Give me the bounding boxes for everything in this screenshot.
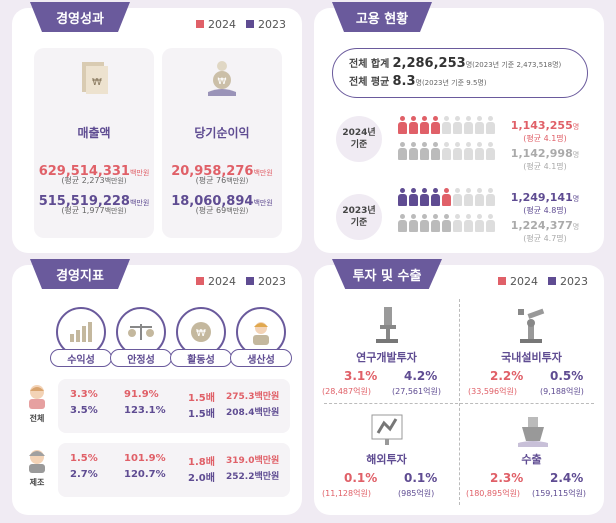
ship-icon: [516, 415, 550, 451]
document-icon: ₩: [76, 60, 112, 96]
mfg-2023-profit: 2.7%: [70, 469, 98, 480]
rnd-2024: 3.1%: [344, 369, 378, 383]
indicators-legend: 2024 2023: [196, 275, 286, 288]
net-2024-avg: (평균 76백만원): [195, 176, 249, 185]
people-2023-b: [398, 214, 497, 236]
emp-2024-a: 1,143,255명 (평균 4.1명): [510, 119, 580, 143]
row-all-label: 전체: [29, 414, 45, 423]
sales-2024-avg: (평균 2,273백만원): [61, 176, 127, 185]
avg-row: 전체 평균 8.3명(2023년 기준 9.5명): [349, 74, 487, 89]
robot-arm-icon: [514, 305, 548, 347]
sales-card: ₩ 매출액 629,514,331백만원 (평균 2,273백만원) 515,5…: [34, 48, 154, 238]
sales-2023-avg: (평균 1,977백만원): [61, 206, 127, 215]
domestic-2024-amount: (33,596억원): [468, 387, 517, 396]
emp-2023-b: 1,224,377명 (평균 4.7명): [510, 219, 580, 243]
overseas-label: 해외투자: [366, 453, 407, 466]
sales-label: 매출액: [77, 126, 111, 140]
net-2024: 20,958,276백만원: [171, 164, 273, 179]
emp-2024-b: 1,142,998명 (평균 4.1명): [510, 147, 580, 171]
col-profitability: 수익성: [50, 349, 112, 367]
mfg-2023-stability: 120.7%: [124, 469, 166, 480]
overseas-2024: 0.1%: [344, 471, 378, 485]
export-label: 수출: [521, 453, 542, 466]
overseas-2023: 0.1%: [404, 471, 438, 485]
col-productivity: 생산성: [230, 349, 292, 367]
rnd-2023-amount: (27,561억원): [392, 387, 441, 396]
svg-text:₩: ₩: [196, 328, 206, 339]
all-2023-activity: 1.5배: [188, 409, 215, 420]
domestic-2023: 0.5%: [550, 369, 584, 383]
row-mfg-label: 제조: [29, 478, 45, 487]
indicators-panel: 경영지표 2024 2023 ₩ 수익성 안정성 활동성 생산성 전체 3.3%…: [12, 259, 302, 515]
indicators-title: 경영지표: [30, 259, 130, 289]
sales-2024: 629,514,331백만원: [38, 164, 150, 179]
performance-panel: 경영성과 2024 2023 ₩ 매출액 629,514,331백만원 (평균 …: [12, 2, 302, 253]
year-2023-badge: 2023년 기준: [336, 194, 382, 240]
activity-coin-icon: ₩: [176, 307, 226, 357]
rnd-label: 연구개발투자: [356, 351, 417, 364]
stability-scale-icon: [116, 307, 166, 357]
mfg-2023-activity: 2.0배: [188, 473, 215, 484]
all-2024-stability: 91.9%: [124, 389, 159, 400]
performance-title: 경영성과: [30, 2, 130, 32]
all-2024-productivity: 275.3백만원: [226, 392, 280, 402]
export-2024-amount: (180,895억원): [466, 489, 521, 498]
year-2024-badge: 2024년 기준: [336, 116, 382, 162]
col-activity: 활동성: [170, 349, 232, 367]
productivity-worker-icon: [236, 307, 286, 357]
investment-panel: 투자 및 수출 2024 2023 연구개발투자 3.1% (28,487억원)…: [314, 259, 604, 515]
employment-panel: 고용 현황 전체 합계 2,286,253명(2023년 기준 2,473,51…: [314, 2, 604, 253]
microscope-icon: [372, 305, 402, 347]
overseas-board-icon: [370, 413, 404, 451]
divider-vertical: [459, 299, 460, 505]
export-2023: 2.4%: [550, 471, 584, 485]
mfg-2024-stability: 101.9%: [124, 453, 166, 464]
mfg-2024-profit: 1.5%: [70, 453, 98, 464]
all-2023-profit: 3.5%: [70, 405, 98, 416]
net-2023: 18,060,894백만원: [171, 194, 273, 209]
divider-horizontal: [324, 403, 594, 404]
svg-text:₩: ₩: [92, 77, 102, 88]
overseas-2024-amount: (11,128억원): [322, 489, 371, 498]
rnd-2024-amount: (28,487억원): [322, 387, 371, 396]
export-2024: 2.3%: [490, 471, 524, 485]
employment-summary: 전체 합계 2,286,253명(2023년 기준 2,473,518명) 전체…: [332, 48, 588, 98]
emp-2023-a: 1,249,141명 (평균 4.8명): [510, 191, 580, 215]
row-mfg: [58, 443, 290, 497]
employment-title: 고용 현황: [332, 2, 432, 32]
coin-hand-icon: ₩: [204, 58, 240, 98]
all-2023-stability: 123.1%: [124, 405, 166, 416]
all-2023-productivity: 208.4백만원: [226, 408, 280, 418]
sales-2023: 515,519,228백만원: [38, 194, 150, 209]
investment-title: 투자 및 수출: [332, 259, 442, 289]
performance-legend: 2024 2023: [196, 18, 286, 31]
net-2023-avg: (평균 69백만원): [195, 206, 249, 215]
rnd-2023: 4.2%: [404, 369, 438, 383]
col-stability: 안정성: [110, 349, 172, 367]
total-row: 전체 합계 2,286,253명(2023년 기준 2,473,518명): [349, 56, 562, 71]
profitability-chart-icon: [56, 307, 106, 357]
svg-text:₩: ₩: [218, 77, 227, 87]
all-2024-activity: 1.5배: [188, 393, 215, 404]
people-2023-a: [398, 188, 497, 210]
investment-legend: 2024 2023: [498, 275, 588, 288]
worker-icon: [24, 447, 50, 473]
people-2024-b: [398, 142, 497, 164]
domestic-label: 국내설비투자: [501, 351, 562, 364]
all-2024-profit: 3.3%: [70, 389, 98, 400]
export-2023-amount: (159,115억원): [532, 489, 587, 498]
person-icon: [24, 383, 50, 409]
people-2024-a: [398, 116, 497, 138]
domestic-2024: 2.2%: [490, 369, 524, 383]
mfg-2023-productivity: 252.2백만원: [226, 472, 280, 482]
domestic-2023-amount: (9,188억원): [540, 387, 584, 396]
net-income-card: ₩ 당기순이익 20,958,276백만원 (평균 76백만원) 18,060,…: [162, 48, 282, 238]
row-all: [58, 379, 290, 433]
net-income-label: 당기순이익: [194, 126, 250, 140]
mfg-2024-activity: 1.8배: [188, 457, 215, 468]
overseas-2023-amount: (985억원): [398, 489, 435, 498]
mfg-2024-productivity: 319.0백만원: [226, 456, 280, 466]
